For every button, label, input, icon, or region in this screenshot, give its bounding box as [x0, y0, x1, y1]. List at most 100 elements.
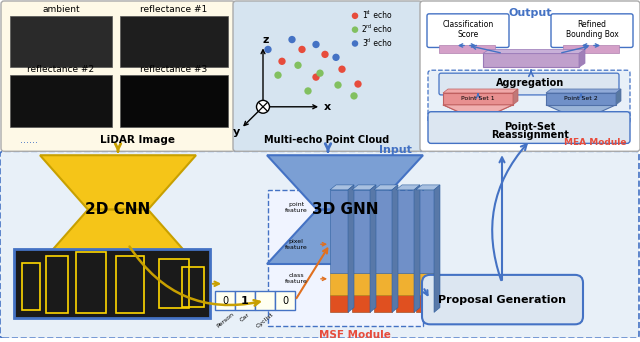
Text: Person: Person [215, 312, 235, 329]
Bar [443, 93, 513, 105]
Point [311, 75, 321, 80]
Point [350, 27, 360, 32]
Bar [416, 190, 434, 273]
FancyBboxPatch shape [439, 73, 619, 95]
Bar [352, 295, 370, 313]
Text: Point Set 2: Point Set 2 [564, 96, 598, 101]
Point [273, 73, 283, 78]
Polygon shape [579, 50, 585, 67]
Bar [14, 249, 210, 318]
Text: Point-Set: Point-Set [504, 121, 556, 132]
Bar [546, 93, 616, 105]
Text: Reassignment: Reassignment [491, 130, 569, 141]
Bar [22, 263, 40, 311]
FancyBboxPatch shape [428, 70, 630, 123]
Text: 0: 0 [222, 295, 228, 306]
Bar [330, 295, 348, 313]
FancyBboxPatch shape [427, 14, 509, 48]
Polygon shape [434, 185, 440, 313]
Point [320, 52, 330, 57]
Text: pixel
feature: pixel feature [285, 239, 307, 250]
Text: MSF Module: MSF Module [319, 330, 391, 340]
Polygon shape [348, 185, 354, 313]
Bar [352, 273, 370, 295]
Bar [374, 295, 392, 313]
Text: ambient: ambient [42, 5, 80, 14]
Polygon shape [616, 89, 621, 105]
Bar [439, 45, 495, 53]
Bar [330, 190, 348, 273]
Text: reflectance #3: reflectance #3 [140, 65, 207, 74]
Circle shape [257, 100, 269, 113]
Polygon shape [443, 105, 513, 121]
Bar [116, 256, 144, 313]
Text: 1: 1 [241, 295, 249, 306]
Polygon shape [352, 185, 376, 190]
Text: 3: 3 [362, 39, 367, 48]
Text: reflectance #2: reflectance #2 [28, 65, 95, 74]
Text: point
feature: point feature [285, 202, 307, 213]
Text: Input: Input [379, 145, 412, 155]
Bar [10, 75, 112, 127]
Bar [416, 273, 434, 295]
Text: Multi-echo Point Cloud: Multi-echo Point Cloud [264, 135, 390, 145]
Polygon shape [546, 105, 616, 121]
Bar [120, 16, 228, 67]
Text: Car: Car [239, 312, 251, 322]
FancyBboxPatch shape [233, 1, 422, 151]
Bar [10, 16, 112, 67]
Point [350, 13, 360, 18]
Point [287, 37, 297, 42]
Point [353, 81, 363, 87]
Point [263, 47, 273, 52]
Text: echo: echo [371, 11, 392, 20]
Point [303, 88, 313, 94]
Text: 2D CNN: 2D CNN [85, 202, 150, 217]
Polygon shape [513, 89, 518, 105]
Text: Classification
Score: Classification Score [442, 20, 493, 39]
Bar [215, 291, 235, 311]
FancyBboxPatch shape [551, 14, 633, 48]
Bar [563, 45, 619, 53]
Bar [396, 273, 414, 295]
Text: 0: 0 [282, 295, 288, 306]
Point [293, 63, 303, 68]
Text: Output: Output [508, 8, 552, 18]
FancyBboxPatch shape [0, 151, 639, 338]
Point [333, 82, 343, 88]
Polygon shape [392, 185, 398, 313]
Point [315, 70, 325, 76]
Text: y: y [232, 127, 239, 136]
Bar [275, 291, 295, 311]
Bar [483, 53, 579, 67]
Point [350, 41, 360, 46]
Polygon shape [443, 89, 518, 93]
Polygon shape [267, 155, 423, 210]
Bar [235, 291, 255, 311]
Text: st: st [366, 10, 371, 15]
Text: ......: ...... [20, 135, 38, 145]
Polygon shape [414, 185, 420, 313]
Text: 2: 2 [362, 25, 367, 34]
Polygon shape [443, 105, 513, 121]
Bar [120, 75, 228, 127]
Bar [76, 252, 106, 313]
Text: nd: nd [366, 24, 372, 29]
Text: Cyclist: Cyclist [255, 312, 275, 329]
Point [331, 55, 341, 60]
Polygon shape [546, 89, 621, 93]
Polygon shape [483, 50, 585, 53]
Bar [374, 273, 392, 295]
Polygon shape [416, 185, 440, 190]
Bar [352, 190, 370, 273]
Bar [416, 295, 434, 313]
Text: class
feature: class feature [285, 274, 307, 284]
Bar [330, 273, 348, 295]
Text: Point Set 1: Point Set 1 [461, 96, 495, 101]
FancyBboxPatch shape [1, 1, 235, 151]
Bar [182, 267, 204, 306]
Bar [396, 190, 414, 273]
Point [337, 66, 347, 72]
Text: reflectance #1: reflectance #1 [140, 5, 207, 14]
Point [349, 93, 359, 98]
